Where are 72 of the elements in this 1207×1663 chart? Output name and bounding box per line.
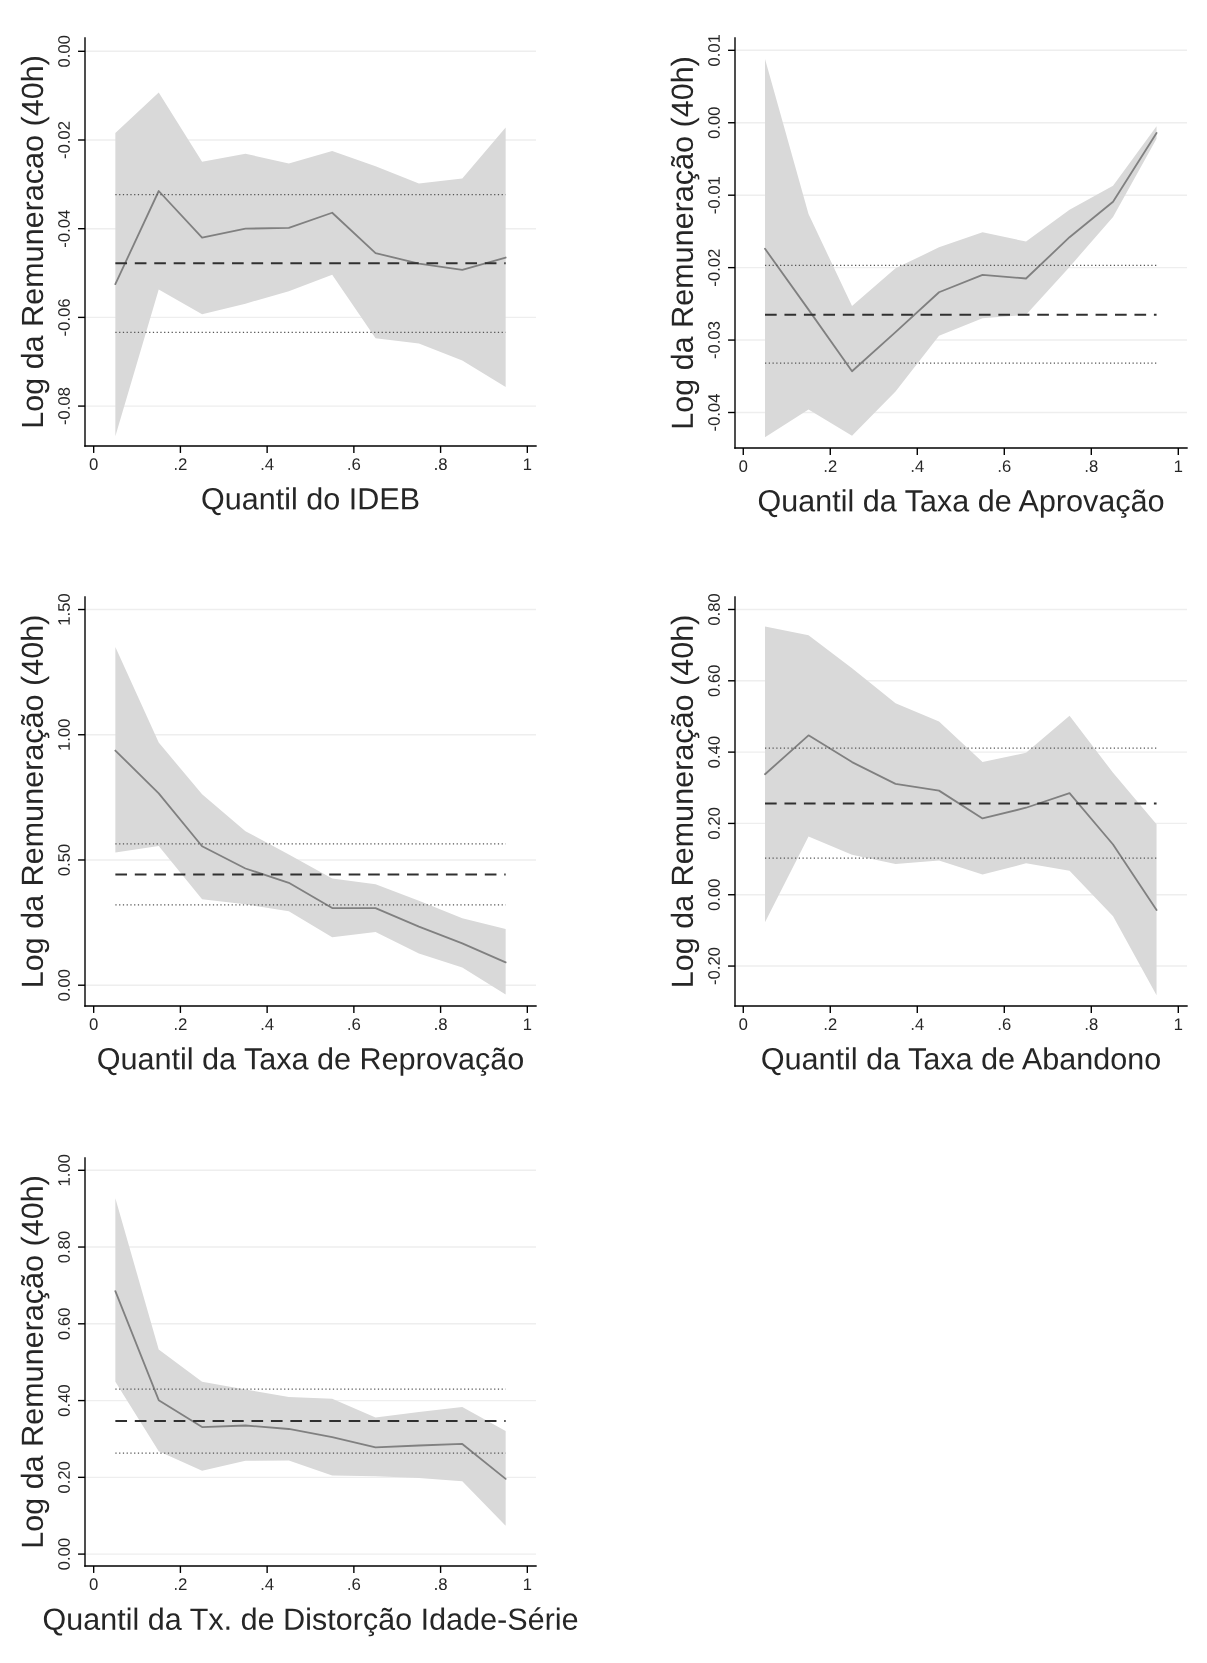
x-tick-label: .6 bbox=[348, 1578, 361, 1591]
x-tick-label: 1 bbox=[523, 458, 532, 470]
x-tick-label: .6 bbox=[348, 1018, 361, 1031]
y-axis-title: Log da Remuneracao (40h) bbox=[20, 57, 50, 427]
x-tick-label: .2 bbox=[174, 1018, 187, 1030]
x-tick-label: 1 bbox=[523, 1018, 532, 1030]
y-tick-label: -0.06 bbox=[58, 299, 70, 336]
x-axis-title: Quantil da Tx. de Distorção Idade-Série bbox=[43, 1607, 578, 1637]
x-tick-label: 0 bbox=[739, 1018, 748, 1031]
y-tick-label: -0.03 bbox=[708, 321, 720, 359]
y-tick-label: -0.04 bbox=[708, 394, 720, 431]
x-tick-label: 0 bbox=[89, 1018, 98, 1031]
x-tick-label: .8 bbox=[435, 1018, 447, 1031]
x-axis-title: Quantil da Taxa de Abandono bbox=[762, 1047, 1160, 1076]
x-tick-label: .6 bbox=[998, 1018, 1011, 1031]
y-axis-title: Log da Remuneração (40h) bbox=[20, 1177, 50, 1547]
y-tick-label: 1.00 bbox=[58, 1154, 70, 1186]
y-tick-label: 0.00 bbox=[58, 969, 70, 1001]
y-tick-label: 0.40 bbox=[708, 736, 720, 768]
y-tick-label: -0.20 bbox=[708, 947, 720, 985]
x-axis-title: Quantil do IDEB bbox=[202, 487, 419, 516]
x-tick-label: .4 bbox=[261, 458, 274, 470]
x-tick-label: .6 bbox=[348, 458, 361, 471]
line-series bbox=[114, 1290, 507, 1480]
line-series bbox=[114, 190, 507, 286]
x-tick-label: .4 bbox=[911, 1018, 924, 1030]
y-tick-label: 0.80 bbox=[58, 1231, 70, 1263]
y-tick-label: 1.00 bbox=[58, 719, 70, 750]
x-tick-label: .2 bbox=[824, 1018, 837, 1030]
y-tick-label: 0.00 bbox=[708, 879, 720, 911]
y-tick-label: -0.02 bbox=[58, 121, 70, 159]
x-tick-label: .4 bbox=[911, 460, 924, 472]
y-tick-label: 0.60 bbox=[708, 665, 720, 697]
y-axis-title: Log da Remuneração (40h) bbox=[20, 616, 50, 986]
line-series bbox=[114, 749, 507, 964]
x-tick-label: 0 bbox=[89, 1578, 98, 1591]
x-axis-title: Quantil da Taxa de Aprovação bbox=[758, 489, 1164, 518]
x-tick-label: .8 bbox=[1085, 460, 1098, 473]
x-tick-label: 0 bbox=[89, 458, 98, 471]
y-tick-label: 0.50 bbox=[58, 844, 70, 876]
x-tick-label: 0 bbox=[739, 460, 748, 473]
y-tick-label: -0.02 bbox=[708, 249, 720, 286]
x-tick-label: .4 bbox=[261, 1578, 274, 1590]
y-tick-label: 0.80 bbox=[708, 593, 720, 626]
x-axis-title: Quantil da Taxa de Reprovação bbox=[98, 1047, 523, 1076]
y-axis-title: Log da Remuneração (40h) bbox=[670, 58, 700, 428]
y-tick-label: 0.00 bbox=[58, 35, 70, 67]
x-tick-label: .2 bbox=[174, 1578, 187, 1590]
x-tick-label: 1 bbox=[1174, 460, 1183, 472]
y-tick-label: 0.01 bbox=[708, 34, 720, 66]
line-series bbox=[764, 734, 1158, 911]
x-tick-label: .6 bbox=[998, 460, 1011, 473]
x-tick-label: .8 bbox=[435, 1578, 447, 1591]
x-tick-label: .4 bbox=[261, 1018, 274, 1030]
y-tick-label: -0.04 bbox=[58, 210, 70, 247]
y-tick-label: -0.08 bbox=[58, 387, 70, 425]
y-tick-label: 0.60 bbox=[58, 1308, 70, 1340]
x-tick-label: .8 bbox=[435, 458, 447, 471]
y-tick-label: -0.01 bbox=[708, 177, 720, 214]
x-tick-label: 1 bbox=[523, 1578, 532, 1590]
x-tick-label: .8 bbox=[1085, 1018, 1098, 1031]
x-tick-label: .2 bbox=[824, 460, 837, 472]
line-series bbox=[764, 131, 1158, 373]
y-tick-label: 0.20 bbox=[708, 807, 720, 839]
y-tick-label: 0.00 bbox=[708, 107, 720, 139]
y-tick-label: 1.50 bbox=[58, 593, 70, 625]
x-tick-label: .2 bbox=[174, 458, 187, 470]
y-tick-label: 0.00 bbox=[58, 1538, 70, 1570]
y-axis-title: Log da Remuneração (40h) bbox=[670, 616, 700, 986]
y-tick-label: 0.20 bbox=[58, 1461, 70, 1493]
y-tick-label: 0.40 bbox=[58, 1385, 70, 1417]
x-tick-label: 1 bbox=[1174, 1018, 1183, 1030]
